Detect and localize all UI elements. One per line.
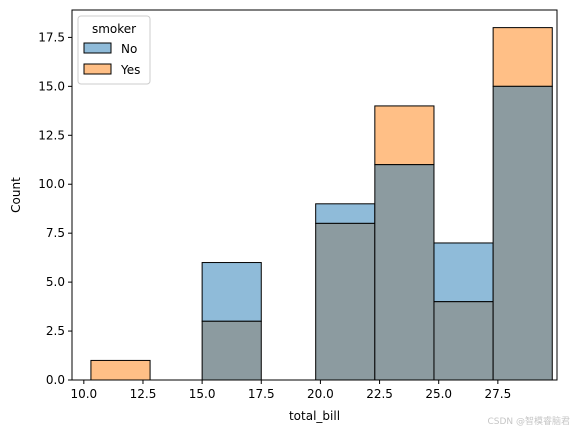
x-tick-label: 10.0 [70,387,97,401]
bar-no-2 [201,262,262,322]
x-tick-label: 17.5 [248,387,275,401]
bar-overlap-6 [433,301,494,381]
y-ticks: 0.0 2.5 5.0 7.5 10.0 12.5 15.0 17.5 [38,30,72,387]
bar-overlap-7 [492,85,553,381]
y-tick-label: 10.0 [38,177,65,191]
y-tick-label: 7.5 [46,226,65,240]
y-tick-label: 12.5 [38,128,65,142]
bar-yes-0 [90,359,151,381]
legend-label-no: No [121,42,137,56]
watermark: CSDN @智模睿脑君 [487,417,570,427]
axes-frame [71,9,558,381]
legend: smoker No Yes [77,15,151,85]
bar-no-4 [315,203,376,224]
y-axis-label: Count [9,177,23,213]
bar-yes-5 [374,105,435,166]
x-tick-label: 20.0 [307,387,334,401]
legend-label-yes: Yes [120,63,140,77]
x-ticks: 10.0 12.5 15.0 17.5 20.0 22.5 25.0 27.5 [70,380,511,401]
bars-layer [90,27,553,381]
bar-yes-7 [492,27,553,87]
x-tick-label: 12.5 [130,387,157,401]
x-tick-label: 22.5 [366,387,393,401]
legend-swatch-no [83,42,112,54]
y-tick-label: 5.0 [46,275,65,289]
x-tick-label: 15.0 [189,387,216,401]
x-axis-label: total_bill [289,409,340,423]
y-tick-label: 2.5 [46,324,65,338]
bar-overlap-5 [374,164,435,381]
bar-overlap-2 [201,320,262,381]
y-tick-label: 15.0 [38,79,65,93]
x-tick-label: 27.5 [484,387,511,401]
y-tick-label: 0.0 [46,373,65,387]
x-tick-label: 25.0 [425,387,452,401]
legend-swatch-yes [83,63,112,75]
bar-no-6 [433,242,494,303]
legend-title: smoker [92,22,136,36]
bar-overlap-4 [315,222,376,381]
y-tick-label: 17.5 [38,30,65,44]
